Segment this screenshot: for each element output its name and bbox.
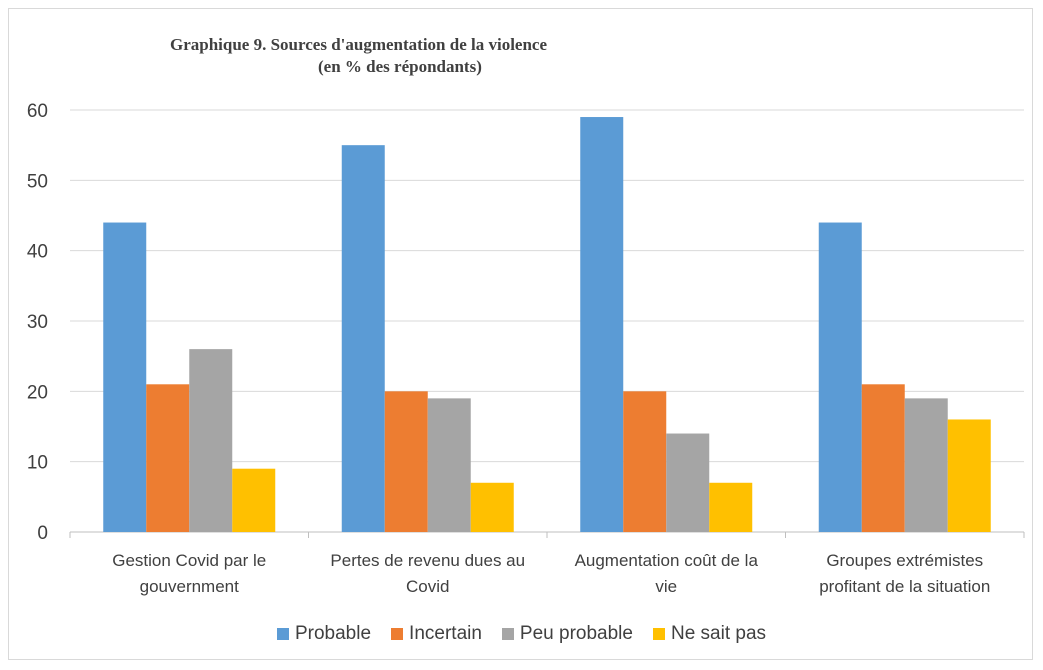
bar-peu-probable: [427, 398, 471, 532]
legend-item: Incertain: [391, 623, 482, 645]
x-category-label: Augmentation coût de la: [575, 551, 759, 570]
legend-item: Probable: [276, 623, 372, 645]
bar-ne-sait-pas: [232, 468, 276, 532]
bar-incertain: [623, 391, 667, 532]
legend-swatch: [391, 628, 404, 640]
bar-peu-probable: [189, 349, 233, 532]
bar-probable: [580, 117, 624, 533]
legend-label: Probable: [294, 623, 372, 644]
bar-incertain: [861, 384, 905, 532]
y-tick-label: 40: [27, 242, 48, 263]
bar-probable: [341, 145, 385, 532]
legend-label: Peu probable: [519, 623, 633, 644]
x-category-label: Groupes extrémistes: [826, 551, 983, 570]
bar-probable: [103, 222, 147, 533]
bar-ne-sait-pas: [470, 482, 514, 532]
legend-swatch: [501, 628, 514, 640]
y-tick-label: 50: [27, 171, 48, 192]
y-tick-label: 60: [27, 101, 48, 122]
chart-title: Graphique 9. Sources d'augmentation de l…: [170, 35, 548, 54]
legend-swatch: [276, 628, 289, 640]
legend-label: Ne sait pas: [670, 623, 767, 644]
y-tick-label: 10: [27, 453, 48, 474]
bar-incertain: [384, 391, 428, 532]
legend-item: Peu probable: [501, 623, 633, 645]
x-category-label: Pertes de revenu dues au: [330, 551, 525, 570]
bar-ne-sait-pas: [709, 482, 753, 532]
chart-frame: [8, 8, 1033, 660]
x-category-label: Covid: [406, 577, 449, 596]
x-category-label: vie: [655, 577, 677, 596]
y-tick-label: 30: [27, 312, 48, 333]
chart-subtitle: (en % des répondants): [318, 57, 482, 76]
x-category-label: profitant de la situation: [819, 577, 990, 596]
bar-incertain: [146, 384, 190, 532]
y-tick-label: 20: [27, 382, 48, 403]
legend-label: Incertain: [409, 623, 482, 644]
chart-legend: Probable Incertain Peu probable Ne sait pas: [0, 623, 1043, 645]
bar-peu-probable: [666, 433, 710, 532]
legend-item: Ne sait pas: [652, 623, 767, 645]
chart-title-block: Graphique 9. Sources d'augmentation de l…: [170, 34, 670, 78]
legend-swatch: [652, 628, 665, 640]
bar-peu-probable: [904, 398, 948, 532]
x-category-label: gouvernment: [140, 577, 240, 596]
x-category-label: Gestion Covid par le: [112, 551, 266, 570]
bar-ne-sait-pas: [947, 419, 991, 532]
bar-probable: [818, 222, 862, 533]
y-tick-label: 0: [37, 523, 48, 544]
